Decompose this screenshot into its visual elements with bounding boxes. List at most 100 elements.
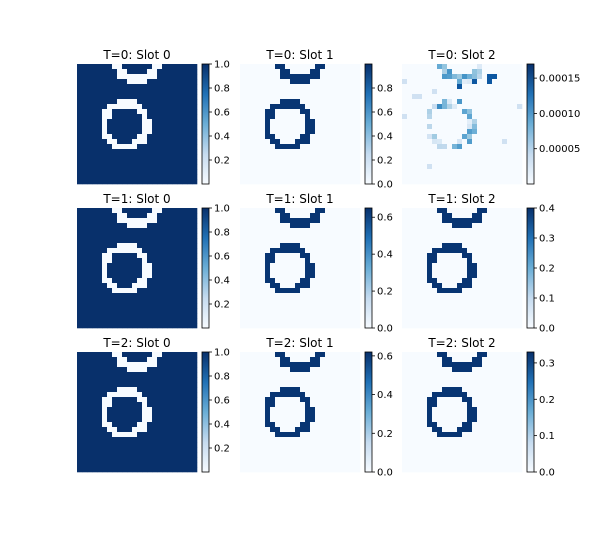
heatmap-cell (350, 258, 356, 264)
heatmap-cell (427, 124, 433, 130)
heatmap-cell (320, 253, 326, 259)
heatmap-cell (402, 357, 408, 363)
heatmap-cell (442, 164, 448, 170)
heatmap-cell (477, 377, 483, 383)
heatmap-cell (102, 228, 108, 234)
heatmap-cell (117, 119, 123, 125)
heatmap-cell (305, 318, 311, 324)
heatmap-cell (260, 442, 266, 448)
heatmap-cell (270, 238, 276, 244)
heatmap-cell (270, 228, 276, 234)
heatmap-cell (97, 94, 103, 100)
heatmap-cell (300, 109, 306, 115)
heatmap-cell (412, 273, 418, 279)
heatmap-cell (132, 233, 138, 239)
heatmap-cell (77, 397, 83, 403)
heatmap-cell (265, 467, 271, 473)
heatmap-cell (462, 258, 468, 264)
heatmap-cell (487, 352, 493, 358)
heatmap-cell (285, 74, 291, 80)
heatmap-cell (467, 94, 473, 100)
heatmap-cell (260, 228, 266, 234)
heatmap-cell (290, 447, 296, 453)
heatmap-cell (82, 293, 88, 299)
heatmap-cell (157, 139, 163, 145)
heatmap-cell (340, 233, 346, 239)
heatmap-cell (482, 213, 488, 219)
heatmap-cell (182, 114, 188, 120)
heatmap-cell (472, 154, 478, 160)
heatmap-cell (340, 303, 346, 309)
heatmap-cell (477, 298, 483, 304)
heatmap-cell (462, 278, 468, 284)
heatmap-cell (265, 104, 271, 110)
heatmap-cell (335, 467, 341, 473)
heatmap-cell (320, 109, 326, 115)
heatmap-cell (167, 99, 173, 105)
heatmap-cell (345, 288, 351, 294)
heatmap-cell (132, 412, 138, 418)
heatmap-cell (417, 64, 423, 70)
heatmap-cell (447, 243, 453, 249)
heatmap-cell (265, 293, 271, 299)
heatmap-cell (117, 313, 123, 319)
heatmap-cell (355, 94, 361, 100)
heatmap-cell (310, 164, 316, 170)
heatmap-cell (335, 462, 341, 468)
heatmap-cell (77, 427, 83, 433)
heatmap-cell (97, 169, 103, 175)
heatmap-cell (97, 134, 103, 140)
heatmap-cell (310, 124, 316, 130)
heatmap-cell (87, 223, 93, 229)
heatmap-cell (487, 208, 493, 214)
heatmap-cell (335, 323, 341, 329)
heatmap-cell (187, 99, 193, 105)
heatmap-cell (152, 352, 158, 358)
heatmap-cell (260, 69, 266, 75)
heatmap-cell (355, 74, 361, 80)
heatmap-cell (462, 402, 468, 408)
heatmap-cell (107, 283, 113, 289)
heatmap-cell (177, 273, 183, 279)
heatmap-cell (305, 467, 311, 473)
heatmap-cell (285, 243, 291, 249)
heatmap-cell (107, 377, 113, 383)
heatmap-cell (255, 159, 261, 165)
heatmap-cell (82, 367, 88, 373)
heatmap-cell (240, 452, 246, 458)
heatmap-cell (255, 89, 261, 95)
heatmap-cell (265, 114, 271, 120)
heatmap-cell (122, 94, 128, 100)
heatmap-cell (97, 114, 103, 120)
heatmap-cell (132, 313, 138, 319)
heatmap-cell (427, 109, 433, 115)
heatmap-cell (517, 308, 523, 314)
heatmap-cell (102, 387, 108, 393)
heatmap-cell (270, 129, 276, 135)
heatmap-cell (300, 432, 306, 438)
heatmap-cell (157, 74, 163, 80)
heatmap-cell (427, 79, 433, 85)
heatmap-cell (270, 303, 276, 309)
heatmap-cell (402, 367, 408, 373)
heatmap-cell (330, 283, 336, 289)
heatmap-cell (310, 407, 316, 413)
heatmap-cell (345, 119, 351, 125)
heatmap-cell (107, 422, 113, 428)
heatmap-cell (152, 144, 158, 150)
heatmap-cell (487, 119, 493, 125)
heatmap-cell (270, 218, 276, 224)
heatmap-cell (320, 69, 326, 75)
heatmap-cell (402, 313, 408, 319)
heatmap-cell (462, 233, 468, 239)
heatmap-cell (97, 253, 103, 259)
heatmap-cell (295, 169, 301, 175)
heatmap-cell (280, 442, 286, 448)
heatmap-cell (132, 392, 138, 398)
heatmap-cell (497, 273, 503, 279)
heatmap-cell (280, 467, 286, 473)
heatmap-cell (142, 159, 148, 165)
heatmap-cell (350, 213, 356, 219)
heatmap-cell (275, 258, 281, 264)
heatmap-cell (412, 392, 418, 398)
